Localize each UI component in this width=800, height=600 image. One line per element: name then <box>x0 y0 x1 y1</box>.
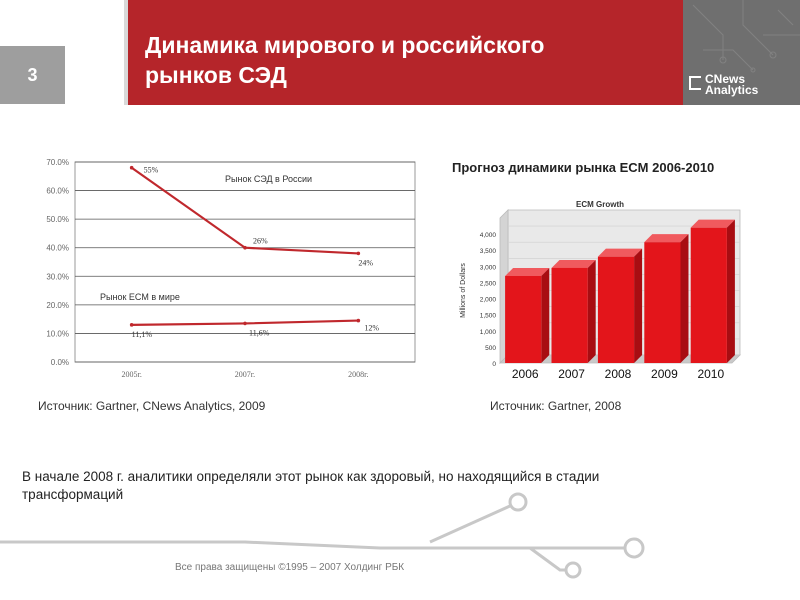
x-tick-label: 2007г. <box>235 370 255 379</box>
x-tick-label: 2010 <box>697 367 724 381</box>
bar-top <box>505 268 550 276</box>
series-name: Рынок СЭД в России <box>225 174 312 184</box>
logo-mark-icon <box>689 76 701 90</box>
y-tick-label: 30.0% <box>46 272 69 281</box>
right-chart-heading: Прогноз динамики рынка ECM 2006-2010 <box>452 160 715 175</box>
y-axis-label: Millions of Dollars <box>460 263 467 318</box>
bar-side <box>726 219 735 363</box>
y-tick-label: 1,000 <box>480 329 497 336</box>
y-tick-label: 4,000 <box>480 232 497 239</box>
bar-chart-svg: ECM Growth 0 500 1,000 1,500 2,000 2,500 3,000 3… <box>455 193 745 383</box>
bar-side <box>634 248 643 363</box>
series-point <box>356 318 361 323</box>
left-source: Источник: Gartner, CNews Analytics, 2009 <box>38 399 266 413</box>
circuit-decoration <box>0 492 645 579</box>
plot-area <box>74 161 416 363</box>
header-edge <box>124 0 128 105</box>
y-tick-label: 0 <box>492 361 496 368</box>
y-tick-label: 3,000 <box>480 264 497 271</box>
chart-title: ECM Growth <box>576 200 624 209</box>
y-tick-label: 40.0% <box>46 244 69 253</box>
right-source: Источник: Gartner, 2008 <box>490 399 622 413</box>
bar-top <box>690 219 735 228</box>
bar-chart: ECM Growth 0 500 1,000 1,500 2,000 2,500 3,000 3… <box>455 193 745 383</box>
series-name: Рынок ECM в мире <box>100 292 180 302</box>
line-chart-svg: 0.0% 10.0% 20.0% 30.0% 40.0% 50.0% 60.0% 70.0% 2… <box>46 158 416 379</box>
y-tick-label: 1,500 <box>480 313 497 320</box>
x-tick-label: 2005г. <box>121 370 141 379</box>
bar <box>505 276 542 363</box>
x-tick-label: 2006 <box>512 367 539 381</box>
page-title: Динамика мирового и российского рынков С… <box>145 32 545 88</box>
x-tick-label: 2008г. <box>348 370 368 379</box>
logo-line1: CNews <box>705 72 746 86</box>
bar <box>597 256 635 363</box>
y-tick-label: 2,500 <box>480 280 497 287</box>
logo-text: CNews Analytics <box>705 72 759 97</box>
series-point <box>356 251 361 256</box>
y-tick-label: 0.0% <box>51 358 69 367</box>
bar <box>644 242 681 363</box>
bar-top <box>644 234 689 243</box>
footer-copyright: Все права защищены ©1995 – 2007 Холдинг … <box>175 562 405 573</box>
x-tick-label: 2009 <box>651 367 678 381</box>
series-point <box>129 165 134 170</box>
logo: CNews Analytics <box>683 0 800 105</box>
y-tick-label: 10.0% <box>46 329 69 338</box>
y-tick-label: 50.0% <box>46 215 69 224</box>
data-label: 11,6% <box>249 328 270 337</box>
y-tick-label: 70.0% <box>46 158 69 167</box>
bar-top <box>551 259 596 268</box>
series-point <box>243 321 247 326</box>
bar-top <box>597 248 643 257</box>
y-tick-label: 60.0% <box>46 187 69 196</box>
data-label: 55% <box>144 166 159 175</box>
x-tick-label: 2008 <box>605 367 632 381</box>
summary-text: В начале 2008 г. аналитики определяли эт… <box>22 469 600 502</box>
y-tick-label: 3,500 <box>480 248 497 255</box>
data-label: 24% <box>358 258 373 267</box>
logo-pattern-icon <box>692 0 800 73</box>
data-label: 11,1% <box>132 330 153 339</box>
line-chart: 0.0% 10.0% 20.0% 30.0% 40.0% 50.0% 60.0% 70.0% 2… <box>30 152 420 382</box>
series-point <box>129 323 134 327</box>
data-label: 26% <box>253 237 268 246</box>
slide-number: 3 <box>0 46 65 104</box>
bar-side <box>587 259 596 363</box>
data-label: 12% <box>364 324 379 333</box>
y-tick-label: 20.0% <box>46 301 69 310</box>
logo-line2: Analytics <box>705 83 759 97</box>
bar <box>690 227 727 363</box>
series-point <box>243 245 247 250</box>
x-tick-label: 2007 <box>558 367 585 381</box>
bar-side <box>541 268 550 363</box>
bar-side <box>680 234 689 363</box>
y-tick-label: 500 <box>485 345 496 352</box>
bar <box>551 267 588 363</box>
y-tick-label: 2,000 <box>480 297 497 304</box>
